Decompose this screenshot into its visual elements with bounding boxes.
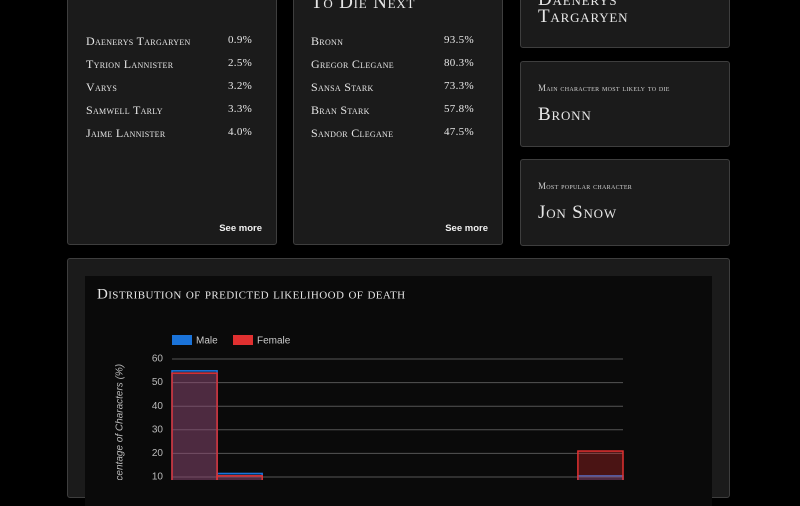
stat-label: Main character most likely to die (538, 83, 670, 93)
row-name: Jaime Lannister (86, 126, 166, 140)
chart: Distribution of predicted likelihood of … (97, 286, 624, 480)
legend-swatch (233, 335, 253, 345)
row-name: Bran Stark (311, 103, 370, 117)
row-value: 57.8% (444, 103, 474, 115)
top-card: Daenerys Targaryen 0.9% Tyrion Lannister 2.… (67, 0, 277, 245)
row-name: Bronn (311, 34, 344, 48)
y-tick-label: 40 (152, 401, 164, 412)
row-name: Sansa Stark (311, 80, 374, 94)
chart-box (85, 276, 712, 506)
y-tick-label: 30 (152, 424, 164, 435)
stat-card: Main character most likely to die Bronn (520, 61, 730, 147)
row-value: 3.2% (228, 80, 253, 92)
bar (216, 472, 263, 480)
row-value: 2.5% (228, 57, 253, 69)
row-value: 47.5% (444, 126, 474, 138)
row-name: Gregor Clegane (311, 57, 394, 71)
stat-value: Bronn (538, 104, 592, 125)
bar (216, 475, 263, 480)
y-tick-label: 60 (152, 354, 164, 365)
page: {"top_players":{"rows":[{"name":"Daenery… (67, 0, 730, 498)
see-more[interactable]: See more (219, 223, 262, 234)
row-value: 80.3% (444, 57, 474, 69)
stat-value: Daenerys Targaryen (538, 0, 629, 27)
legend-swatch (172, 335, 192, 345)
y-tick-label: 50 (152, 377, 164, 388)
row-value: 93.5% (444, 34, 474, 46)
legend-label: Male (196, 336, 218, 347)
row-value: 4.0% (228, 126, 253, 138)
row-name: Daenerys Targaryen (86, 34, 191, 48)
row-value: 3.3% (228, 103, 253, 115)
stat-card: Most popular character Jon Snow (520, 159, 730, 246)
stat-card: Daenerys Targaryen (520, 0, 730, 48)
stat-value: Jon Snow (538, 202, 617, 223)
row-name: Sandor Clegane (311, 126, 394, 140)
stat-label: Most popular character (538, 181, 633, 191)
row-name: Varys (86, 80, 118, 94)
y-tick-label: 20 (152, 448, 164, 459)
row-value: 73.3% (444, 80, 474, 92)
row-value: 0.9% (228, 34, 253, 46)
row-name: Samwell Tarly (86, 103, 163, 117)
chart-panel (67, 258, 730, 506)
bar (171, 372, 218, 480)
y-tick-label: 10 (152, 472, 164, 480)
legend-label: Female (257, 336, 291, 347)
die-card: To Die Next Bronn 93.5% Gregor Clegane 80.3… (293, 0, 503, 245)
y-axis-label: Percentage of Characters (%) (115, 364, 126, 480)
bar (577, 450, 624, 480)
row-name: Tyrion Lannister (86, 57, 174, 71)
card-title: To Die Next (311, 0, 416, 13)
bar (577, 475, 624, 480)
chart-title: Distribution of predicted likelihood of … (97, 286, 406, 302)
see-more[interactable]: See more (445, 223, 488, 234)
